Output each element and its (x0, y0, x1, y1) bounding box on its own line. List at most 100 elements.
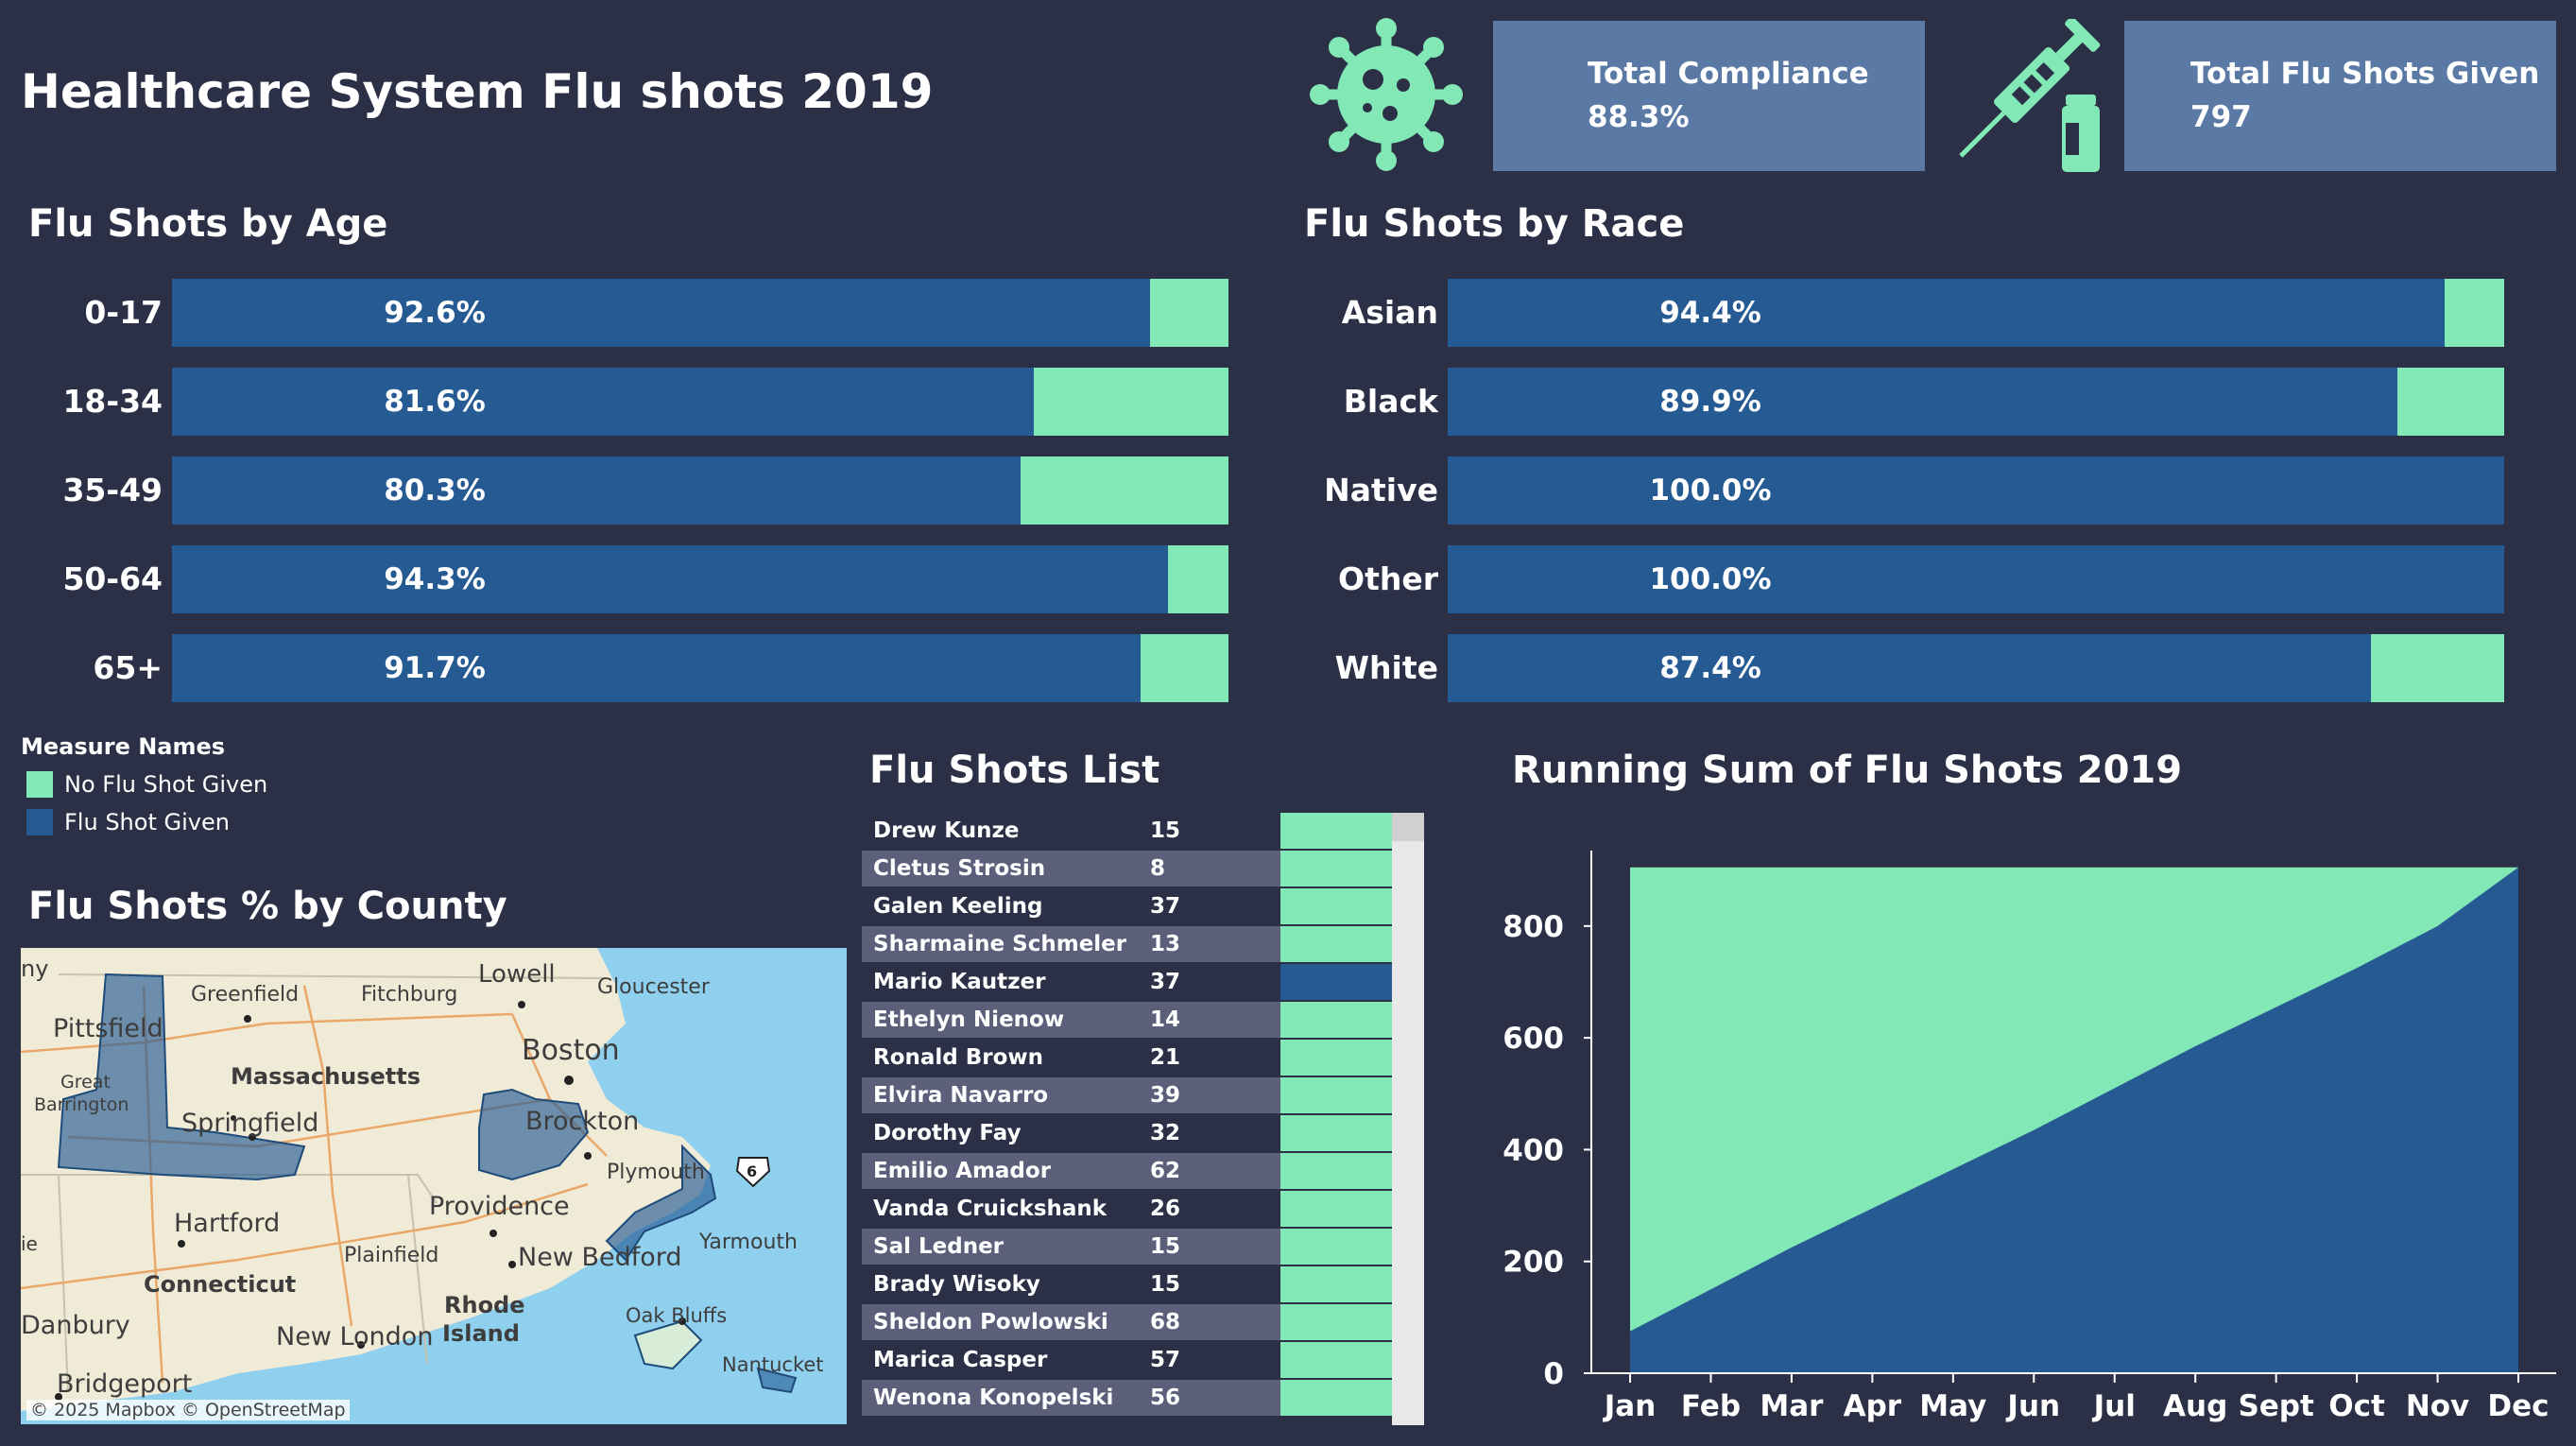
list-item-name: Galen Keeling (873, 894, 1043, 919)
list-scrollbar[interactable] (1392, 813, 1424, 1425)
bar-segment-no-flu-shot[interactable] (2371, 634, 2504, 702)
legend-label: Flu Shot Given (64, 809, 230, 835)
list-item[interactable]: Emilio Amador 62 (862, 1153, 1392, 1189)
county-map[interactable]: ny Greenfield Fitchburg Lowell Glouceste… (21, 948, 847, 1424)
list-item-value: 15 (1150, 1234, 1181, 1259)
x-tick-label: May (1919, 1389, 1986, 1423)
map-label: Barrington (34, 1094, 129, 1115)
x-tick-label: Jul (2092, 1389, 2136, 1423)
map-label: Danbury (21, 1311, 130, 1340)
legend-swatch (26, 771, 53, 798)
bar-segment-flu-shot-given[interactable] (1448, 368, 2398, 436)
bar-value-label: 87.4% (1659, 651, 1761, 685)
list-item[interactable]: Mario Kautzer 37 (862, 964, 1392, 1000)
map-label: Oak Bluffs (626, 1304, 727, 1327)
list-item[interactable]: Dorothy Fay 32 (862, 1115, 1392, 1151)
area-series-flu-shot-given[interactable] (1630, 867, 2518, 1373)
map-label: Greenfield (191, 983, 299, 1007)
list-item-status-cell (1280, 964, 1392, 1000)
bar-segment-no-flu-shot[interactable] (1150, 279, 1228, 347)
list-item-value: 57 (1150, 1348, 1181, 1372)
bar-segment-no-flu-shot[interactable] (1020, 456, 1228, 525)
legend-item-flu-shot-given[interactable]: Flu Shot Given (26, 809, 230, 835)
list-item-status-cell (1280, 1380, 1392, 1416)
list-item-status-cell (1280, 1115, 1392, 1151)
bar-row[interactable]: 65+ 91.7% (0, 634, 1228, 702)
list-item-status-cell (1280, 1153, 1392, 1189)
list-item[interactable]: Drew Kunze 15 (862, 813, 1392, 849)
list-item-status-cell (1280, 1191, 1392, 1227)
list-title: Flu Shots List (869, 749, 1160, 792)
bar-row[interactable]: Asian 94.4% (1276, 279, 2504, 347)
bar-segment-flu-shot-given[interactable] (1448, 279, 2446, 347)
bar-segment-no-flu-shot[interactable] (2397, 368, 2504, 436)
page-title: Healthcare System Flu shots 2019 (21, 64, 934, 119)
bar-segment-flu-shot-given[interactable] (172, 368, 1035, 436)
bar-segment-flu-shot-given[interactable] (1448, 456, 2504, 525)
list-item-value: 13 (1150, 932, 1181, 956)
bar-segment-flu-shot-given[interactable] (172, 545, 1169, 613)
bar-row[interactable]: 18-34 81.6% (0, 368, 1228, 436)
x-tick-label: Dec (2487, 1389, 2549, 1423)
list-item-value: 56 (1150, 1386, 1181, 1410)
list-item[interactable]: Ethelyn Nienow 14 (862, 1002, 1392, 1038)
bar-category-label: 50-64 (62, 560, 163, 597)
list-item-value: 15 (1150, 1272, 1181, 1297)
syringe-icon (1959, 19, 2101, 172)
list-item-name: Cletus Strosin (873, 856, 1046, 881)
list-item-status-cell (1280, 1077, 1392, 1113)
list-item-status-cell (1280, 888, 1392, 924)
list-item[interactable]: Vanda Cruickshank 26 (862, 1191, 1392, 1227)
virus-icon (1310, 18, 1463, 171)
bar-segment-flu-shot-given[interactable] (172, 456, 1021, 525)
bar-segment-no-flu-shot[interactable] (1168, 545, 1228, 613)
list-item[interactable]: Cletus Strosin 8 (862, 851, 1392, 887)
list-item-value: 32 (1150, 1121, 1181, 1145)
list-item[interactable]: Marica Casper 57 (862, 1342, 1392, 1378)
bar-row[interactable]: 50-64 94.3% (0, 545, 1228, 613)
bar-row[interactable]: Native 100.0% (1276, 456, 2504, 525)
list-item[interactable]: Ronald Brown 21 (862, 1040, 1392, 1076)
bar-segment-flu-shot-given[interactable] (1448, 545, 2504, 613)
bar-row[interactable]: Black 89.9% (1276, 368, 2504, 436)
bar-row[interactable]: Other 100.0% (1276, 545, 2504, 613)
list-item[interactable]: Wenona Konopelski 56 (862, 1380, 1392, 1416)
bar-row[interactable]: 35-49 80.3% (0, 456, 1228, 525)
list-item-status-cell (1280, 926, 1392, 962)
bar-value-label: 92.6% (384, 296, 486, 330)
bar-segment-flu-shot-given[interactable] (172, 634, 1142, 702)
bar-segment-flu-shot-given[interactable] (1448, 634, 2372, 702)
bar-value-label: 89.9% (1659, 385, 1761, 419)
list-item[interactable]: Galen Keeling 37 (862, 888, 1392, 924)
legend-item-no-flu-shot[interactable]: No Flu Shot Given (26, 771, 267, 798)
scrollbar-thumb[interactable] (1392, 813, 1424, 841)
kpi-label: Total Flu Shots Given (2190, 57, 2540, 91)
map-label: New Bedford (518, 1243, 682, 1272)
bar-segment-no-flu-shot[interactable] (1034, 368, 1228, 436)
list-item[interactable]: Sal Ledner 15 (862, 1229, 1392, 1265)
bar-segment-no-flu-shot[interactable] (1141, 634, 1228, 702)
map-label: Plainfield (344, 1244, 438, 1267)
list-item-status-cell (1280, 1342, 1392, 1378)
x-tick-label: Jan (1603, 1389, 1657, 1423)
map-label: Island (442, 1320, 520, 1347)
map-label: Rhode (444, 1292, 525, 1318)
list-item[interactable]: Brady Wisoky 15 (862, 1266, 1392, 1302)
list-item[interactable]: Sharmaine Schmeler 13 (862, 926, 1392, 962)
map-label: Connecticut (144, 1271, 296, 1298)
list-item-value: 26 (1150, 1196, 1181, 1221)
list-item[interactable]: Elvira Navarro 39 (862, 1077, 1392, 1113)
bar-segment-flu-shot-given[interactable] (172, 279, 1151, 347)
y-tick-label: 0 (1543, 1357, 1564, 1391)
bar-row[interactable]: 0-17 92.6% (0, 279, 1228, 347)
bar-value-label: 80.3% (384, 473, 486, 508)
svg-text:6: 6 (747, 1162, 757, 1180)
flu-shots-list[interactable]: Drew Kunze 15 Cletus Strosin 8 Galen Keeling… (862, 813, 1424, 1425)
list-item[interactable]: Sheldon Powlowski 68 (862, 1304, 1392, 1340)
bar-row[interactable]: White 87.4% (1276, 634, 2504, 702)
list-item-status-cell (1280, 1266, 1392, 1302)
map-label: Hartford (174, 1209, 280, 1238)
map-title: Flu Shots % by County (28, 885, 507, 928)
race-chart-title: Flu Shots by Race (1304, 202, 1685, 246)
bar-segment-no-flu-shot[interactable] (2445, 279, 2504, 347)
